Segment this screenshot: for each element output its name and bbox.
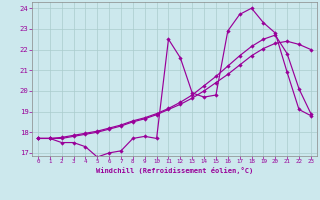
X-axis label: Windchill (Refroidissement éolien,°C): Windchill (Refroidissement éolien,°C): [96, 167, 253, 174]
